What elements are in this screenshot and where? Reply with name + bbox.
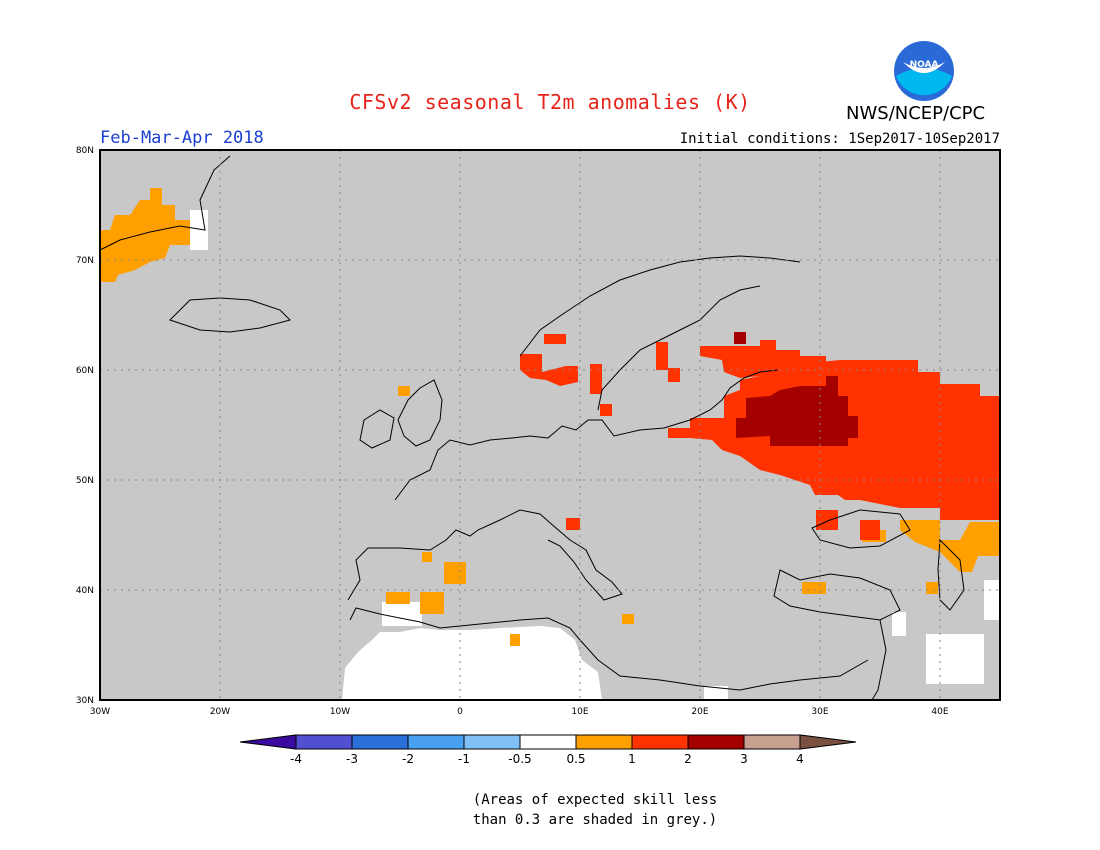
red-area-denmark [600, 404, 612, 416]
legend-label: 1 [628, 752, 636, 766]
legend-label: 0.5 [566, 752, 585, 766]
orange-area-spain-south [386, 592, 410, 604]
orange-area-scotland [398, 386, 410, 396]
coastline-great-britain [397, 379, 443, 447]
chart-title: CFSv2 seasonal T2m anomalies (K) [349, 90, 751, 114]
legend-label: 2 [684, 752, 692, 766]
orange-area-algeria [510, 634, 520, 646]
white-area-egypt [704, 686, 728, 700]
legend-swatch-low-end [239, 734, 297, 750]
lon-label-40e: 40E [931, 707, 948, 717]
coastline-turkey [773, 569, 901, 621]
coastline-ireland [359, 409, 395, 449]
lat-label-80n: 80N [76, 146, 94, 156]
coastline-sweden [597, 285, 761, 411]
lat-label-50n: 50N [76, 476, 94, 486]
legend-label: -1 [458, 752, 470, 766]
orange-area-caspian [900, 520, 1000, 572]
legend-swatch [351, 734, 409, 750]
legend-swatch [463, 734, 521, 750]
red-area-alps [566, 518, 580, 530]
red-area-sweden-coast [668, 368, 680, 382]
legend-label: -0.5 [508, 752, 531, 766]
footnote-line-2: than 0.3 are shaded in grey.) [472, 812, 718, 828]
lat-label-40n: 40N [76, 586, 94, 596]
orange-area-caucasus [926, 582, 938, 594]
lon-label-20e: 20E [691, 707, 708, 717]
red-area-crimea [816, 510, 838, 530]
noaa-logo-bird [903, 62, 945, 73]
orange-area-sicily [622, 614, 634, 624]
footnote-line-1: (Areas of expected skill less [472, 792, 718, 808]
coastline-north-europe [394, 369, 779, 501]
latitude-labels: 30N 40N 50N 60N 70N 80N [76, 146, 94, 706]
white-area-iberia [382, 602, 422, 626]
noaa-logo: NOAA [894, 41, 954, 101]
noaa-logo-text: NOAA [910, 60, 939, 70]
legend-swatch [407, 734, 465, 750]
lon-label-0: 0 [457, 707, 463, 717]
agency-label: NWS/NCEP/CPC [846, 103, 986, 124]
legend-swatch [631, 734, 689, 750]
coastline-caspian [937, 538, 965, 611]
coastline-iceland [169, 297, 291, 333]
lat-label-60n: 60N [76, 366, 94, 376]
legend-labels: -4 -3 -2 -1 -0.5 0.5 1 2 3 4 [290, 752, 804, 766]
dark-red-area-western-russia [736, 376, 858, 446]
coastline-black-sea [811, 509, 911, 549]
dark-red-anomaly-areas [734, 332, 858, 446]
coastline-greenland [99, 155, 231, 251]
white-area-arabia [926, 634, 984, 684]
lon-label-30w: 30W [90, 707, 110, 717]
orange-area-spain-southeast [420, 592, 444, 614]
red-area-finland-karelia [700, 340, 826, 378]
lat-label-30n: 30N [76, 696, 94, 706]
coastlines [99, 155, 965, 701]
map-gridlines [100, 150, 1000, 700]
legend-label: -2 [402, 752, 414, 766]
coastline-mediterranean-north [347, 509, 623, 601]
red-area-sweden-east [656, 342, 668, 370]
map-frame [99, 149, 1001, 701]
legend-label: 4 [796, 752, 804, 766]
legend-swatch [743, 734, 801, 750]
coastline-levant [871, 619, 887, 701]
lon-label-10e: 10E [571, 707, 588, 717]
initial-conditions-label: Initial conditions: 1Sep2017-10Sep2017 [679, 131, 1000, 147]
red-area-norway-north [544, 334, 566, 344]
noaa-logo-wave [896, 68, 952, 96]
legend-label: -4 [290, 752, 302, 766]
coastline-norway [519, 255, 801, 357]
legend-swatch [295, 734, 353, 750]
legend-swatch [687, 734, 745, 750]
legend-swatch-high-end [799, 734, 857, 750]
red-area-norway-west [520, 354, 578, 386]
season-label: Feb-Mar-Apr 2018 [100, 128, 264, 148]
red-area-norway-south [590, 364, 602, 394]
lon-label-10w: 10W [330, 707, 350, 717]
lon-label-20w: 20W [210, 707, 230, 717]
dark-red-area-karelia [734, 332, 746, 344]
legend-label: -3 [346, 752, 358, 766]
legend-swatch [575, 734, 633, 750]
orange-area-greenland [100, 188, 190, 282]
legend-bar [239, 734, 857, 750]
lon-label-30e: 30E [811, 707, 828, 717]
legend-swatch [519, 734, 577, 750]
longitude-labels: 30W 20W 10W 0 10E 20E 30E 40E [90, 707, 949, 717]
white-area-levant [892, 612, 906, 636]
lat-label-70n: 70N [76, 256, 94, 266]
orange-area-spain-north [422, 552, 432, 562]
legend-label: 3 [740, 752, 748, 766]
white-area-north-africa [342, 626, 602, 700]
red-area-azov [860, 520, 880, 540]
